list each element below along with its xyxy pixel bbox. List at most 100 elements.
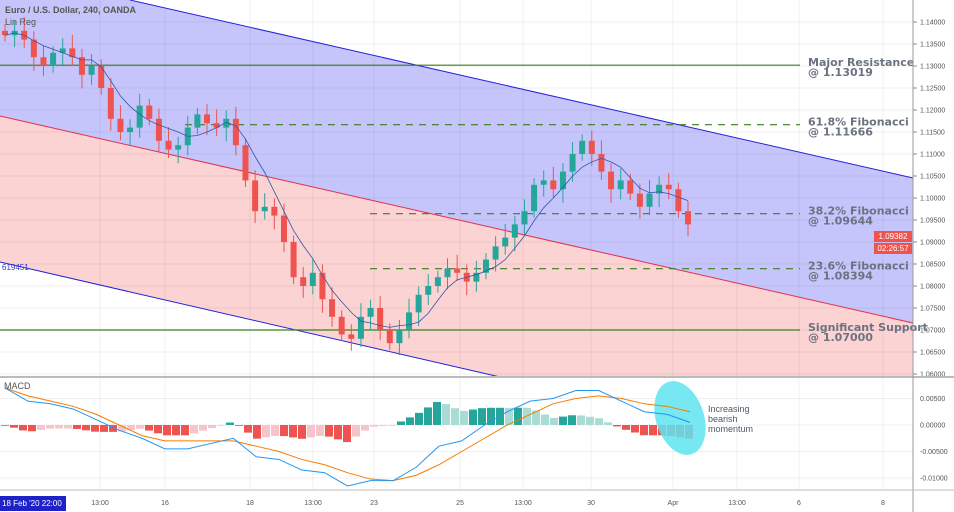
x-tick-label: 16 <box>161 500 169 507</box>
candle-body <box>434 277 441 286</box>
macd-histogram-bar <box>262 425 270 438</box>
level-label: 61.8% Fibonacci <box>808 116 909 129</box>
y-tick-label: 1.06000 <box>920 372 945 379</box>
candle-body <box>377 308 384 330</box>
macd-histogram-bar <box>217 425 225 426</box>
candle-body <box>136 105 143 128</box>
y-tick-label: 1.07000 <box>920 328 945 335</box>
level-label: Significant Support <box>808 321 928 334</box>
candle-body <box>636 193 643 207</box>
macd-histogram-bar <box>28 425 36 432</box>
candle-body <box>194 114 201 128</box>
candle-body <box>569 154 576 172</box>
candle-body <box>627 180 634 194</box>
candle-body <box>482 259 489 273</box>
level-label: Major Resistance <box>808 56 914 69</box>
candle-body <box>213 123 220 128</box>
candle-body <box>511 224 518 238</box>
candle-body <box>415 294 422 313</box>
macd-histogram-bar <box>253 425 261 439</box>
macd-histogram-bar <box>325 425 333 437</box>
candle-body <box>88 66 95 75</box>
macd-histogram-bar <box>469 409 477 425</box>
macd-y-tick-label: -0.01000 <box>920 476 948 483</box>
macd-histogram-bar <box>271 425 279 436</box>
macd-histogram-bar <box>370 425 378 427</box>
countdown-badge: 02:26:57 <box>874 243 912 254</box>
y-tick-label: 1.09000 <box>920 240 945 247</box>
channel-lower-line <box>0 261 501 378</box>
candle-body <box>290 242 297 278</box>
macd-histogram-bar <box>613 425 621 427</box>
macd-line <box>4 387 691 487</box>
candle-body <box>261 206 268 212</box>
candle-body <box>223 118 230 128</box>
candle-body <box>98 66 105 88</box>
macd-histogram-bar <box>460 410 468 425</box>
candle-body <box>598 154 605 172</box>
x-tick-label: 6 <box>797 500 801 507</box>
y-tick-label: 1.11500 <box>920 130 945 137</box>
candle-body <box>319 272 326 300</box>
macd-histogram-bar <box>10 425 18 428</box>
candle-body <box>165 140 172 150</box>
macd-y-tick-label: -0.00500 <box>920 449 948 456</box>
y-tick-label: 1.08000 <box>920 284 945 291</box>
y-tick-label: 1.09500 <box>920 218 945 225</box>
macd-label: MACD <box>4 381 31 391</box>
candle-body <box>175 145 182 150</box>
y-tick-label: 1.10500 <box>920 174 945 181</box>
level-value: @ 1.11666 <box>808 126 873 139</box>
macd-histogram-bar <box>280 425 288 437</box>
chart-title: Euro / U.S. Dollar, 240, OANDA <box>5 5 137 15</box>
level-label: 38.2% Fibonacci <box>808 205 909 218</box>
y-tick-label: 1.10000 <box>920 196 945 203</box>
macd-histogram-bar <box>199 425 207 431</box>
macd-histogram-bar <box>397 421 405 425</box>
channel-upper-line <box>129 0 914 179</box>
candle-body <box>444 268 451 278</box>
macd-histogram-bar <box>109 425 117 432</box>
candle-body <box>656 184 663 194</box>
macd-y-tick-label: 0.00000 <box>920 423 945 430</box>
highlight-ellipse <box>654 381 706 455</box>
candle-body <box>204 114 211 124</box>
macd-histogram-bar <box>190 425 198 434</box>
macd-histogram-bar <box>145 425 153 431</box>
candle-body <box>300 277 307 286</box>
y-tick-label: 1.14000 <box>920 20 945 27</box>
annotation-line: bearish <box>708 414 738 424</box>
macd-histogram-bar <box>235 425 243 426</box>
candle-body <box>271 206 278 216</box>
channel-lower-fill <box>0 116 913 377</box>
annotation-text: Increasing bearish momentum <box>708 404 753 434</box>
candle-body <box>242 145 249 181</box>
level-value: @ 1.07000 <box>808 331 873 344</box>
candle-body <box>232 118 239 146</box>
candle-body <box>348 334 355 339</box>
macd-histogram-bar <box>388 425 396 426</box>
candle-body <box>454 268 461 273</box>
price-badge: 1.09382 <box>874 231 912 242</box>
macd-histogram-bar <box>154 425 162 434</box>
x-tick-label: 8 <box>881 500 885 507</box>
macd-histogram-bar <box>379 425 387 426</box>
x-tick-label: 13:00 <box>91 500 109 507</box>
macd-histogram-bar <box>604 422 612 425</box>
macd-histogram-bar <box>649 425 657 436</box>
macd-histogram-bar <box>424 407 432 425</box>
y-tick-label: 1.07500 <box>920 306 945 313</box>
candle-body <box>588 140 595 154</box>
level-value: @ 1.09644 <box>808 215 873 228</box>
x-tick-label: 30 <box>587 500 595 507</box>
macd-histogram-bar <box>415 412 423 425</box>
candle-body <box>521 211 528 225</box>
macd-histogram-bar <box>334 425 342 440</box>
x-tick-label: Apr <box>668 500 680 507</box>
macd-histogram-bar <box>478 408 486 425</box>
candle-body <box>540 180 547 185</box>
candle-body <box>608 171 615 190</box>
candle-body <box>329 299 336 317</box>
candle-body <box>155 118 162 141</box>
